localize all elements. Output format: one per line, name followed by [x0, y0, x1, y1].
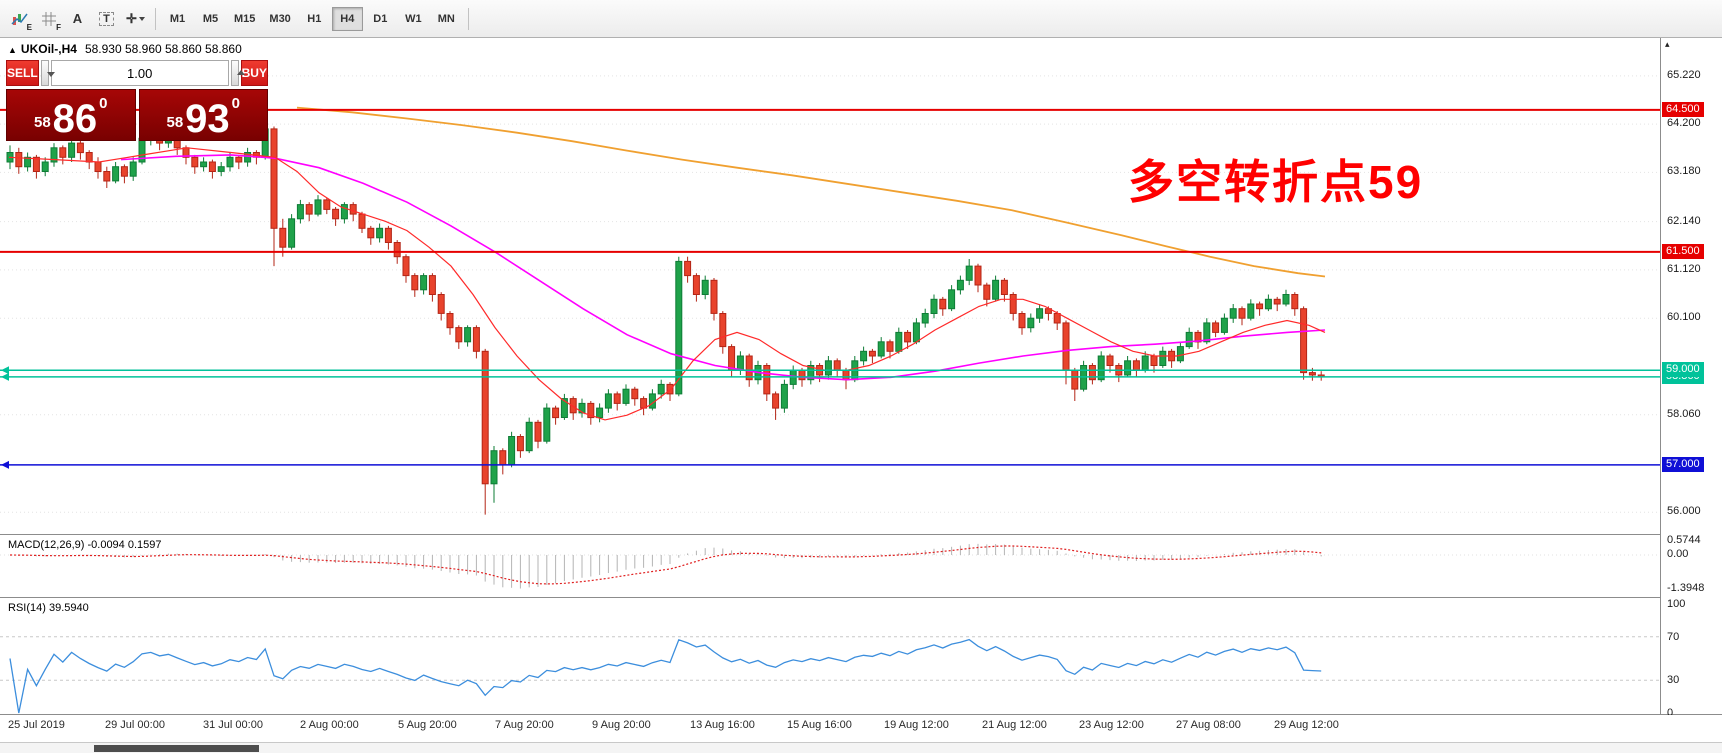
price-scale-label: 64.200: [1667, 117, 1701, 130]
price-scale-label: 62.140: [1667, 214, 1701, 227]
time-axis-label: 7 Aug 20:00: [495, 719, 554, 731]
price-scale-label: 56.000: [1667, 505, 1701, 518]
indicator-chart-icon[interactable]: E: [6, 5, 33, 32]
price-scale-label: 58.060: [1667, 407, 1701, 420]
chart-annotation: 多空转折点59: [1128, 156, 1424, 208]
price-scale-label: 0.5744: [1667, 534, 1701, 546]
time-axis-label: 23 Aug 12:00: [1079, 719, 1144, 731]
price-scale-label: 0.00: [1667, 548, 1689, 560]
time-axis-label: 5 Aug 20:00: [398, 719, 457, 731]
bid-price-display[interactable]: 58 86 0: [6, 89, 136, 141]
volume-input[interactable]: [50, 60, 229, 86]
timeframe-d1-button[interactable]: D1: [365, 7, 396, 31]
time-axis-label: 13 Aug 16:00: [690, 719, 755, 731]
quote-ohlc-values: 58.930 58.960 58.860 58.860: [84, 42, 242, 56]
rsi-label: RSI(14) 39.5940: [8, 602, 89, 614]
rsi-value: 39.5940: [48, 602, 89, 614]
timeframe-m1-button[interactable]: M1: [162, 7, 193, 31]
panel-separator: [0, 714, 1722, 715]
macd-value: -0.0094: [87, 539, 125, 551]
price-scale-label: 0: [1667, 707, 1674, 719]
bid-prefix: 58: [33, 114, 51, 131]
panel-separator: [0, 534, 1722, 535]
time-axis-label: 31 Jul 00:00: [203, 719, 263, 731]
cursor-tools-icon[interactable]: ✛: [122, 5, 149, 32]
timeframe-mn-button[interactable]: MN: [431, 7, 462, 31]
price-scale-label: 60.100: [1667, 311, 1701, 324]
ask-prefix: 58: [166, 114, 184, 131]
ask-big-digits: 93: [185, 97, 230, 141]
rsi-name: RSI(14): [8, 602, 46, 614]
toolbar-icons-group: E F A T ✛: [6, 5, 149, 32]
rsi-panel: [0, 598, 1660, 714]
price-scale-label: 63.180: [1667, 165, 1701, 178]
icon-badge: F: [56, 23, 61, 32]
price-scale-label: 70: [1667, 631, 1680, 643]
price-scale-marker-icon: ▴: [1665, 39, 1670, 49]
macd-signal-value: 0.1597: [127, 539, 162, 551]
chart-quote-header: ▲ UKOil-,H4 58.930 58.960 58.860 58.860: [8, 42, 242, 56]
price-scale-label: 30: [1667, 674, 1680, 686]
macd-panel: [0, 535, 1660, 597]
buy-button[interactable]: BUY: [240, 60, 268, 86]
time-axis: 25 Jul 2019 29 Jul 00:00 31 Jul 00:00 2 Aug…: [0, 715, 1722, 742]
time-axis-label: 25 Jul 2019: [8, 719, 65, 731]
toolbar: E F A T ✛ M1 M5 M15 M30 H1 H4 D1 W1 MN: [0, 0, 1722, 38]
price-scale-label: 61.120: [1667, 262, 1701, 275]
price-level-badge: 57.000: [1662, 456, 1704, 472]
ask-price-display[interactable]: 58 93 0: [138, 89, 268, 141]
macd-label: MACD(12,26,9) -0.0094 0.1597: [8, 539, 162, 551]
timeframe-m5-button[interactable]: M5: [195, 7, 226, 31]
macd-name: MACD(12,26,9): [8, 539, 85, 551]
time-axis-label: 9 Aug 20:00: [592, 719, 651, 731]
time-axis-label: 19 Aug 12:00: [884, 719, 949, 731]
collapse-icon[interactable]: ▲: [8, 45, 17, 55]
price-scale: ▴ 65.220 64.200 63.180 62.140 61.120 60.100 58…: [1660, 38, 1722, 719]
bid-superscript: 0: [99, 95, 108, 112]
time-axis-label: 27 Aug 08:00: [1176, 719, 1241, 731]
timeframe-h1-button[interactable]: H1: [299, 7, 330, 31]
order-controls-row: SELL BUY: [6, 60, 268, 86]
horizontal-scrollbar-thumb[interactable]: [94, 745, 259, 752]
timeframe-w1-button[interactable]: W1: [398, 7, 429, 31]
main-candlestick-chart: [0, 38, 1660, 534]
symbol-period-label: UKOil-,H4: [20, 42, 77, 56]
price-scale-label: 65.220: [1667, 68, 1701, 81]
time-axis-label: 15 Aug 16:00: [787, 719, 852, 731]
icon-badge: E: [26, 23, 32, 32]
volume-stepper-up-button[interactable]: [230, 60, 245, 86]
timeframe-group: M1 M5 M15 M30 H1 H4 D1 W1 MN: [162, 6, 462, 31]
price-scale-label: 100: [1667, 598, 1686, 610]
timeframe-m15-button[interactable]: M15: [228, 7, 261, 31]
toolbar-separator: [155, 7, 156, 30]
timeframe-h4-button[interactable]: H4: [331, 6, 363, 31]
sell-button[interactable]: SELL: [6, 60, 39, 86]
price-display-row: 58 86 0 58 93 0: [6, 89, 268, 141]
time-axis-label: 2 Aug 00:00: [300, 719, 359, 731]
toolbar-separator: [467, 7, 469, 30]
price-level-badge: 59.000: [1662, 362, 1704, 378]
price-level-badge: 61.500: [1662, 243, 1704, 259]
time-axis-label: 29 Jul 00:00: [105, 719, 165, 731]
volume-dropdown-button[interactable]: [40, 60, 55, 86]
price-level-badge: 64.500: [1662, 101, 1704, 117]
time-axis-label: 21 Aug 12:00: [982, 719, 1047, 731]
chevron-down-icon: [138, 16, 145, 21]
time-axis-label: 29 Aug 12:00: [1274, 719, 1339, 731]
text-box-icon[interactable]: T: [93, 5, 120, 32]
text-label-icon[interactable]: A: [64, 5, 91, 32]
bid-big-digits: 86: [52, 97, 98, 141]
timeframe-m30-button[interactable]: M30: [263, 7, 296, 31]
price-scale-label: -1.3948: [1667, 582, 1705, 594]
grid-icon[interactable]: F: [35, 5, 62, 32]
horizontal-scrollbar: [0, 742, 1722, 753]
panel-separator: [0, 597, 1722, 598]
ask-superscript: 0: [231, 95, 241, 112]
